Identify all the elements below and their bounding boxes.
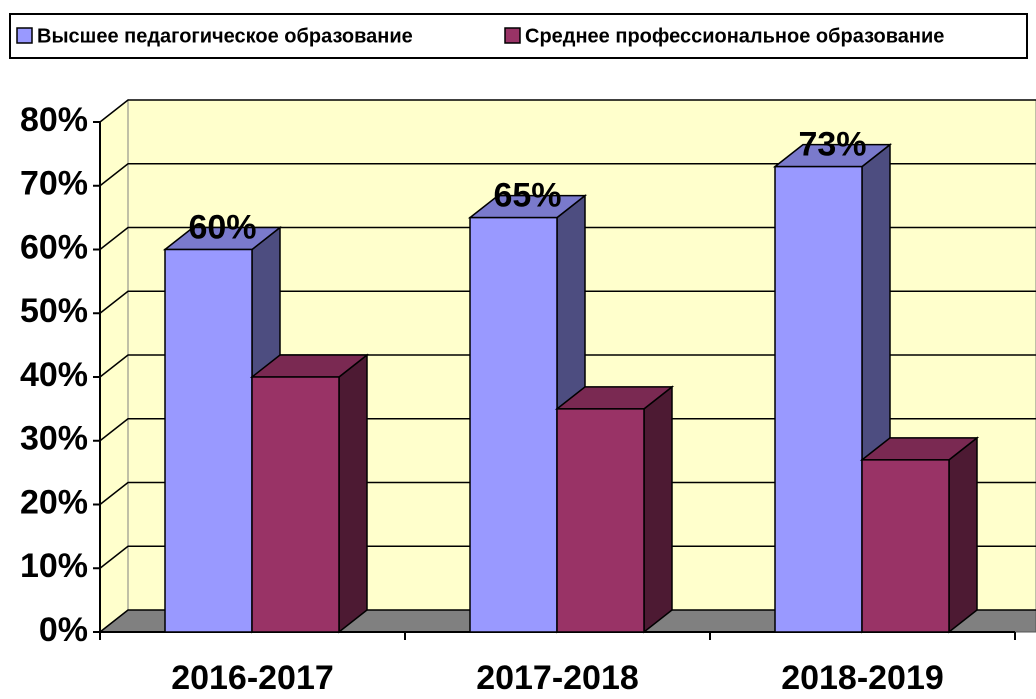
- grid-line: [99, 545, 1036, 569]
- bar-front: [556, 408, 645, 633]
- grid-line: [99, 481, 1036, 506]
- grid-line: [99, 290, 1036, 314]
- grid-line: [99, 99, 1036, 123]
- grid-line: [99, 418, 1036, 442]
- y-tick-label: 30%: [20, 420, 88, 458]
- y-tick-label: 20%: [20, 483, 88, 521]
- legend-swatch: [16, 27, 33, 44]
- x-tick-label: 2017-2018: [476, 659, 639, 697]
- y-tick-label: 80%: [20, 101, 88, 139]
- data-label: 65%: [493, 177, 561, 215]
- bar: [554, 385, 675, 634]
- bar-side: [643, 385, 673, 634]
- y-tick-label: 50%: [20, 292, 88, 330]
- legend-label: Среднее профессиональное образование: [525, 25, 944, 47]
- data-label: 73%: [798, 126, 866, 164]
- grid-line: [99, 354, 1036, 378]
- bar-side: [338, 353, 368, 634]
- bar: [859, 436, 980, 634]
- data-label: 60%: [188, 208, 256, 246]
- grid-line: [99, 226, 1036, 251]
- legend-label: Высшее педагогическое образование: [37, 25, 413, 47]
- x-tick-label: 2016-2017: [171, 659, 334, 697]
- bar-front: [861, 459, 950, 633]
- x-tick-label: 2018-2019: [781, 659, 944, 697]
- bar-front: [469, 216, 558, 633]
- y-tick-label: 60%: [20, 228, 88, 266]
- legend-swatch: [504, 27, 521, 44]
- bar: [249, 353, 370, 634]
- y-tick-label: 40%: [20, 356, 88, 394]
- y-tick-label: 70%: [20, 165, 88, 203]
- bar-side: [948, 436, 978, 634]
- grid-line: [99, 163, 1036, 187]
- grid-line: [99, 609, 1036, 633]
- bar-front: [774, 165, 863, 633]
- bar-front: [251, 376, 340, 633]
- y-tick-label: 0%: [39, 611, 88, 649]
- y-tick-label: 10%: [20, 547, 88, 585]
- bar-front: [164, 248, 253, 633]
